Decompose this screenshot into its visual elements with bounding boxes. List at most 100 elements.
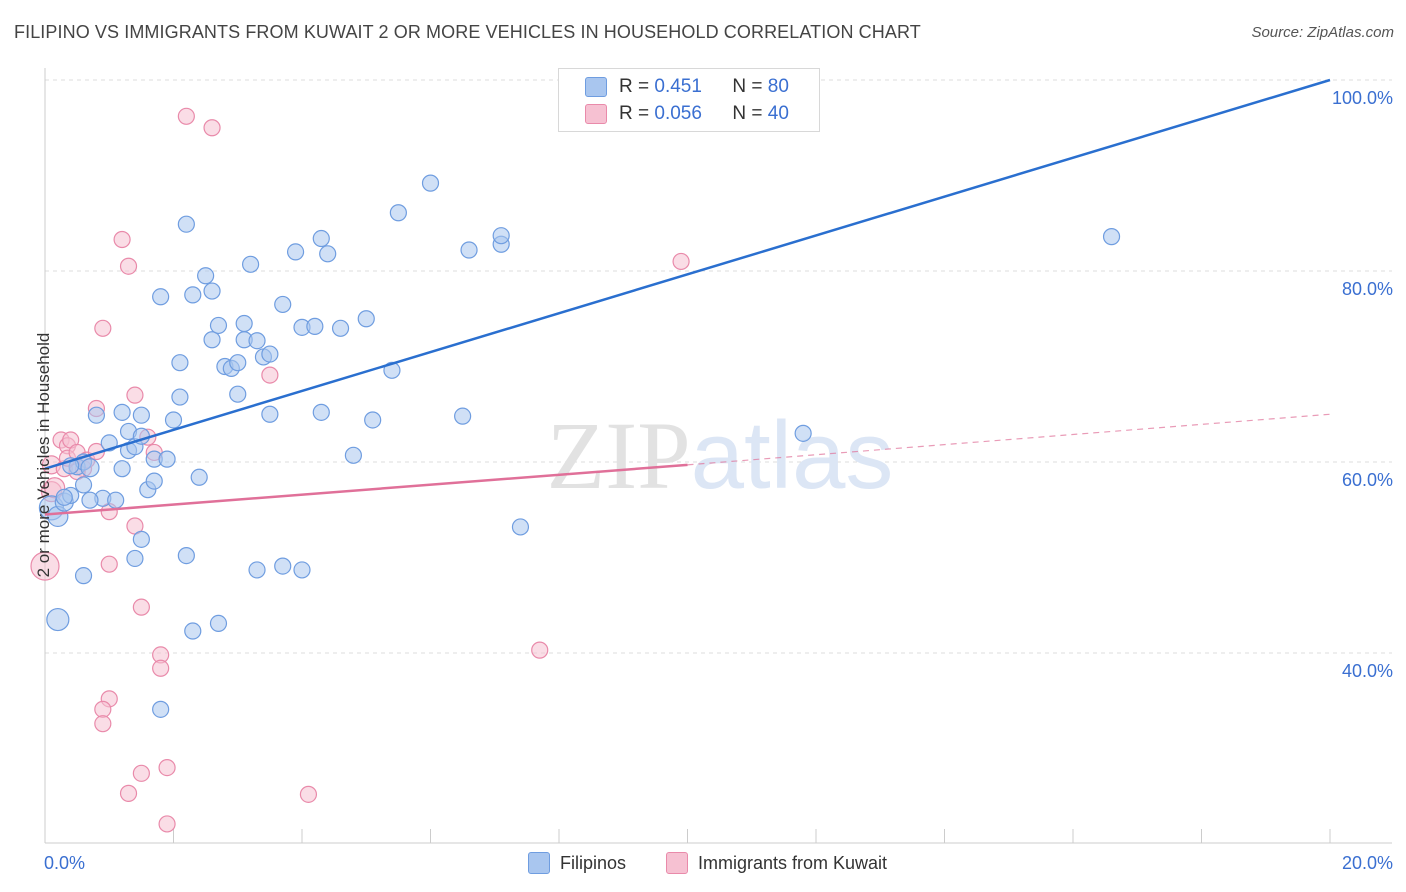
filipino-points: [38, 174, 1121, 718]
filipino-point: [203, 331, 221, 349]
filipino-point: [421, 174, 440, 192]
filipino-point: [312, 403, 330, 421]
filipino-point: [248, 561, 266, 579]
filipino-point: [184, 286, 202, 304]
filipino-point: [229, 385, 247, 403]
filipino-point: [261, 345, 279, 363]
filipino-point: [80, 458, 100, 478]
kuwait-point: [94, 700, 112, 718]
kuwait-trend-line: [44, 463, 688, 516]
filipino-point: [107, 491, 125, 509]
filipino-point: [184, 622, 202, 640]
kuwait-point: [94, 319, 112, 337]
filipino-point: [274, 295, 292, 314]
axes: [44, 68, 1392, 844]
legend-item-kuwait[interactable]: Immigrants from Kuwait: [666, 852, 887, 874]
watermark-atlas: atlas: [691, 402, 894, 509]
y-tick-label: 100.0%: [1332, 88, 1393, 108]
kuwait-point: [30, 551, 60, 581]
filipino-point: [794, 424, 812, 442]
filipino-point: [171, 388, 189, 406]
filipino-point: [158, 450, 176, 468]
filipino-point: [248, 332, 266, 350]
filipino-point: [511, 518, 530, 536]
legend-n-label: N =: [732, 103, 763, 124]
kuwait-point: [132, 598, 150, 616]
legend-swatch-pink: [585, 104, 607, 124]
filipino-point: [132, 530, 150, 548]
filipino-trend-line: [44, 78, 1331, 470]
filipino-point: [492, 227, 510, 245]
kuwait-points: [30, 107, 690, 833]
filipino-point: [197, 267, 215, 285]
legend-label-filipinos: Filipinos: [560, 852, 627, 873]
filipino-point: [357, 310, 375, 328]
filipino-point: [113, 460, 131, 478]
kuwait-point: [126, 386, 144, 404]
filipino-point: [113, 403, 131, 421]
filipino-point: [331, 319, 350, 337]
filipino-point: [55, 488, 73, 506]
kuwait-point: [158, 758, 176, 777]
kuwait-point: [94, 715, 112, 733]
filipino-point: [344, 446, 362, 464]
filipino-point: [46, 607, 70, 632]
legend-r-label: R =: [619, 76, 650, 97]
legend-r-value: 0.056: [654, 103, 702, 124]
filipino-point: [132, 406, 150, 424]
filipino-point: [306, 317, 324, 335]
filipino-point: [81, 491, 99, 509]
filipino-point: [1102, 228, 1121, 246]
filipino-point: [454, 407, 472, 425]
legend-item-filipinos[interactable]: Filipinos: [528, 852, 626, 874]
kuwait-point: [177, 107, 195, 125]
kuwait-point: [672, 252, 690, 271]
kuwait-point: [132, 764, 150, 782]
x-tick-label-min: 0.0%: [44, 853, 85, 873]
filipino-point: [389, 204, 407, 222]
bottom-legend: Filipinos Immigrants from Kuwait: [0, 852, 1406, 878]
filipino-point: [126, 549, 144, 568]
y-tick-label: 60.0%: [1342, 470, 1393, 490]
filipino-point: [152, 700, 170, 718]
watermark-zip: ZIP: [547, 402, 691, 509]
filipino-point: [190, 468, 208, 486]
filipino-point: [74, 476, 93, 494]
legend-swatch-blue: [585, 77, 607, 97]
kuwait-point: [152, 659, 170, 677]
filipino-point: [286, 243, 305, 261]
legend-n-value: 40: [767, 103, 789, 124]
legend-row-filipinos: R = 0.451 N = 80: [585, 74, 789, 100]
y-tick-label: 80.0%: [1342, 279, 1393, 299]
filipino-point: [177, 215, 195, 233]
source-label: Source: ZipAtlas.com: [1251, 24, 1394, 41]
legend-r-label: R =: [619, 103, 650, 124]
x-tick-label-max: 20.0%: [1342, 853, 1393, 873]
y-axis-title: 2 or more Vehicles in Household: [34, 332, 53, 578]
legend-row-kuwait: R = 0.056 N = 40: [585, 101, 789, 127]
filipino-point: [74, 567, 93, 585]
legend-label-kuwait: Immigrants from Kuwait: [698, 852, 888, 873]
filipino-point: [274, 557, 292, 575]
filipino-point: [145, 472, 163, 490]
legend-swatch-blue: [528, 852, 550, 874]
kuwait-point: [119, 784, 138, 802]
stats-legend: R = 0.451 N = 80 R = 0.056 N = 40: [558, 68, 820, 132]
filipino-point: [261, 405, 279, 423]
trend-lines: [44, 78, 1331, 516]
filipino-point: [152, 288, 170, 306]
kuwait-point: [531, 641, 549, 659]
filipino-point: [242, 255, 260, 273]
watermark: ZIPatlas: [547, 402, 894, 509]
filipino-point: [209, 614, 228, 632]
filipino-point: [164, 411, 183, 429]
filipino-point: [171, 354, 189, 372]
kuwait-point: [100, 555, 118, 573]
filipino-point: [293, 561, 311, 579]
filipino-point: [209, 316, 228, 335]
filipino-point: [229, 354, 247, 372]
filipino-point: [319, 245, 337, 263]
filipino-point: [87, 406, 106, 424]
kuwait-point: [203, 119, 221, 137]
